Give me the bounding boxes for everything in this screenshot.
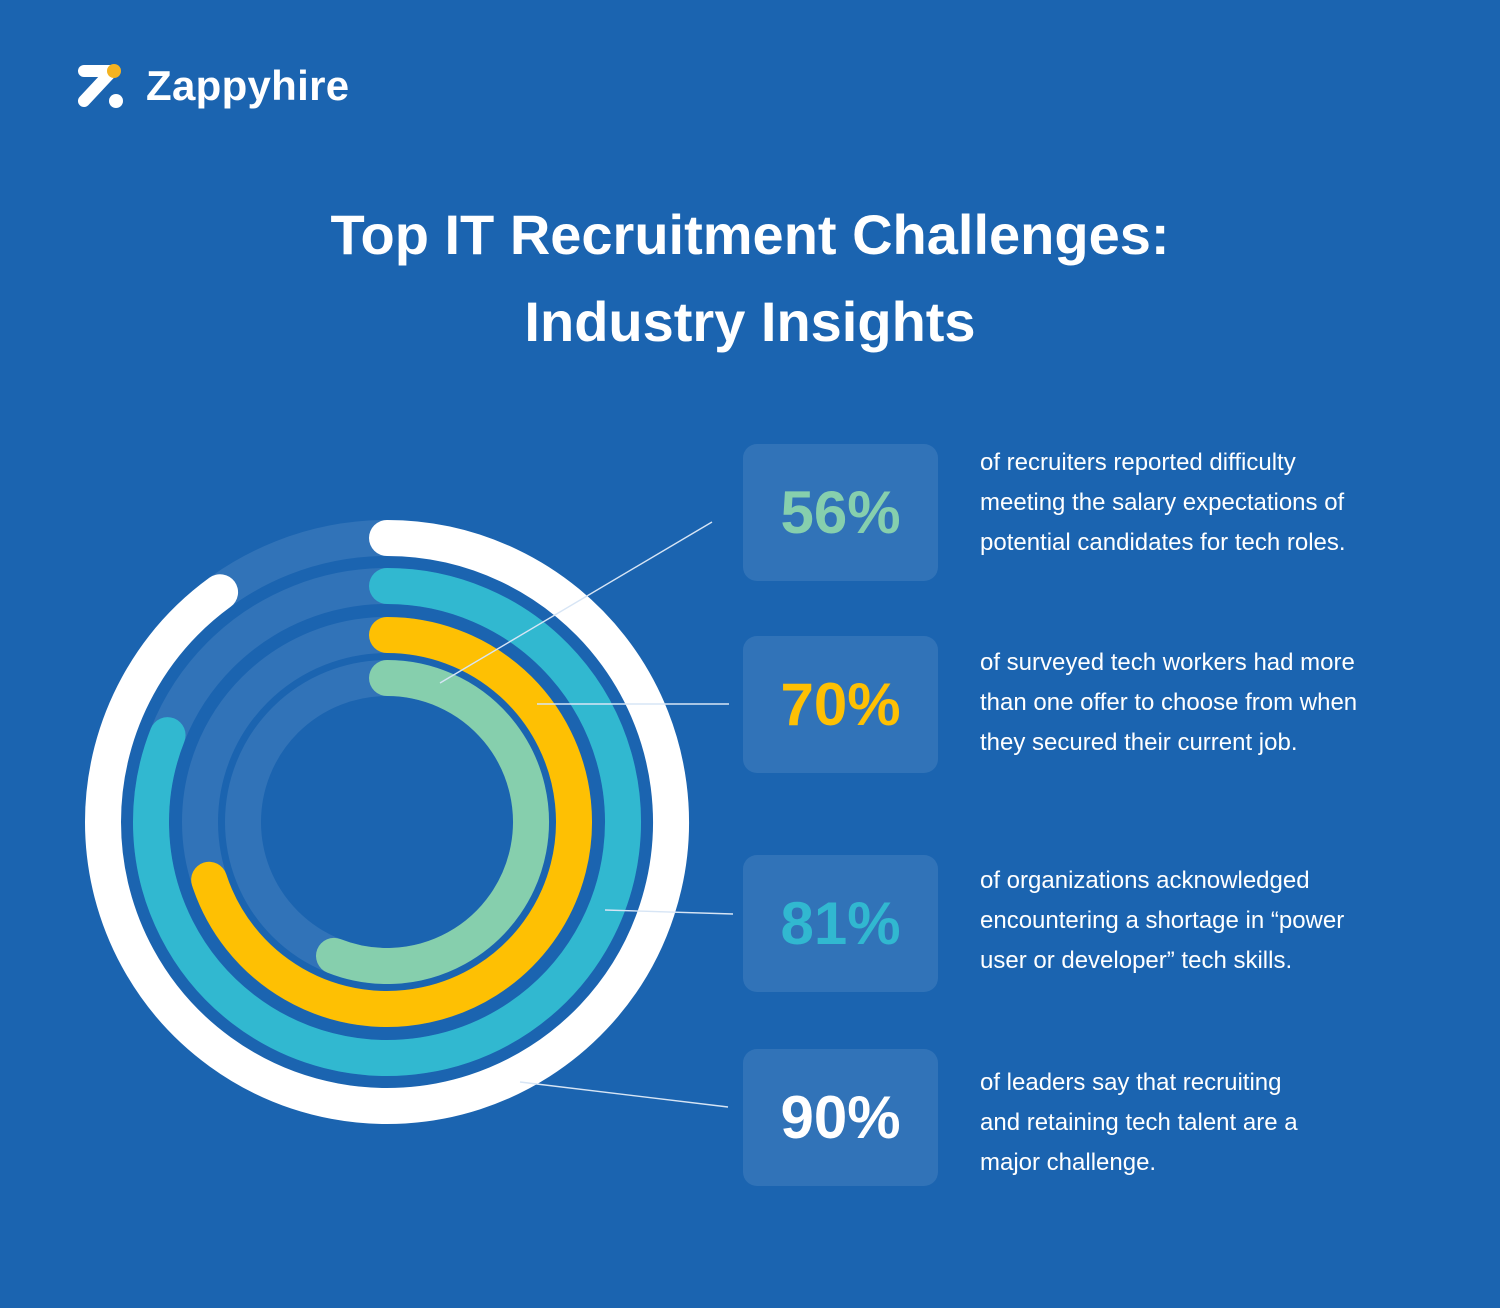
brand-name: Zappyhire <box>146 62 350 109</box>
desc-line: of surveyed tech workers had more <box>980 649 1355 676</box>
leader-lines <box>439 521 734 1108</box>
ring-arc-56 <box>315 660 549 984</box>
desc-line: of organizations acknowledged <box>980 867 1310 894</box>
desc-line: and retaining tech talent are a <box>980 1109 1298 1136</box>
stat-value: 81% <box>780 890 901 957</box>
ring-arc-81 <box>133 568 641 1076</box>
desc-line: encountering a shortage in “power <box>980 907 1345 934</box>
leader-line-81 <box>604 909 734 915</box>
stat-value: 90% <box>780 1084 901 1151</box>
leader-line-90 <box>519 1081 729 1108</box>
page-title: Top IT Recruitment Challenges: Industry … <box>0 192 1500 366</box>
stat-description-81: of organizations acknowledged encounteri… <box>980 861 1450 981</box>
stat-box-70: 70% <box>743 636 938 773</box>
leader-line-56 <box>439 521 713 684</box>
stat-box-56: 56% <box>743 444 938 581</box>
desc-line: user or developer” tech skills. <box>980 947 1293 974</box>
title-line-1: Top IT Recruitment Challenges: <box>330 203 1170 266</box>
stat-description-90: of leaders say that recruiting and retai… <box>980 1063 1450 1183</box>
desc-line: potential candidates for tech roles. <box>980 529 1346 556</box>
desc-line: they secured their current job. <box>980 729 1298 756</box>
brand-logo: Zappyhire <box>76 62 349 110</box>
desc-line: meeting the salary expectations of <box>980 489 1345 516</box>
rings-group <box>85 520 689 1124</box>
stat-description-70: of surveyed tech workers had more than o… <box>980 643 1450 763</box>
title-line-2: Industry Insights <box>524 289 976 353</box>
desc-line: than one offer to choose from when <box>980 689 1358 716</box>
stat-box-81: 81% <box>743 855 938 992</box>
stat-value: 70% <box>780 671 901 738</box>
stat-box-90: 90% <box>743 1049 938 1186</box>
desc-line: of leaders say that recruiting <box>980 1069 1282 1096</box>
ring-arc-70 <box>191 617 592 1027</box>
desc-line: major challenge. <box>980 1149 1157 1176</box>
desc-line: of recruiters reported difficulty <box>980 449 1296 476</box>
ring-arc-90 <box>85 520 689 1124</box>
stat-value: 56% <box>780 479 901 546</box>
stat-description-56: of recruiters reported difficulty meetin… <box>980 443 1450 563</box>
zappyhire-z-logo-icon <box>78 64 123 108</box>
